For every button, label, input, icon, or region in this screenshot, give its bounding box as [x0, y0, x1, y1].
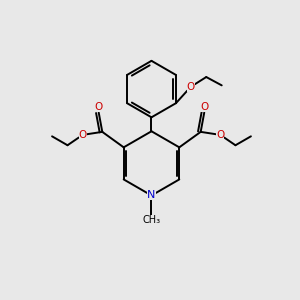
Text: O: O	[216, 130, 224, 140]
Text: O: O	[187, 82, 195, 92]
Text: O: O	[79, 130, 87, 140]
Text: O: O	[94, 102, 103, 112]
Text: O: O	[200, 102, 208, 112]
Text: CH₃: CH₃	[142, 215, 160, 225]
Text: N: N	[147, 190, 156, 200]
